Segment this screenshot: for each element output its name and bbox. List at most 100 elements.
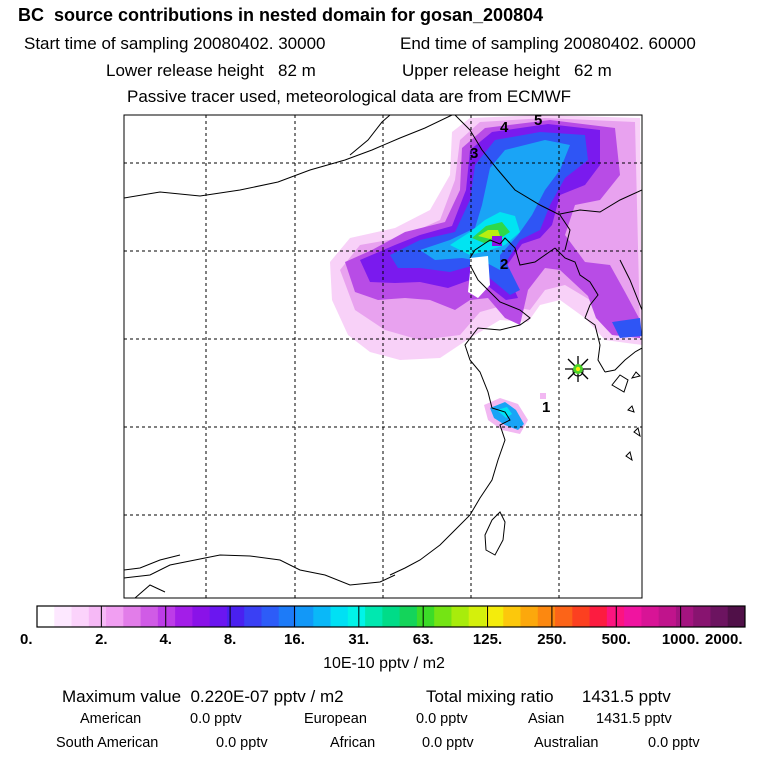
colorbar-swatch bbox=[365, 606, 383, 627]
colorbar-swatch bbox=[209, 606, 228, 627]
plume-peak-square bbox=[492, 236, 502, 246]
colorbar-frame bbox=[36, 605, 746, 628]
colorbar-swatch bbox=[693, 606, 711, 627]
colorbar-tick-label: 2. bbox=[95, 631, 108, 648]
colorbar-tick-label: 500. bbox=[601, 631, 631, 648]
region-label-2: 2 bbox=[500, 256, 508, 273]
plume-small-dot bbox=[540, 393, 546, 399]
colorbar-tick-label: 4. bbox=[159, 631, 172, 648]
colorbar-swatch bbox=[399, 606, 418, 627]
colorbar-swatch bbox=[675, 606, 694, 627]
colorbar-swatch bbox=[140, 606, 159, 627]
colorbar-swatch bbox=[330, 606, 349, 627]
colorbar-unit: 10E-10 pptv / m2 bbox=[323, 655, 445, 672]
colorbar-swatch bbox=[572, 606, 591, 627]
colorbar-swatch bbox=[261, 606, 280, 627]
source-south-american-value: 0.0 pptv bbox=[216, 735, 268, 751]
colorbar-swatch bbox=[226, 606, 245, 627]
colorbar-swatch bbox=[347, 606, 366, 627]
region-label-5: 5 bbox=[534, 112, 542, 129]
source-american-value: 0.0 pptv bbox=[190, 711, 242, 727]
plume-layer bbox=[330, 115, 642, 434]
region-label-1: 1 bbox=[542, 399, 550, 416]
max-value: Maximum value 0.220E-07 pptv / m2 bbox=[62, 687, 344, 706]
colorbar-swatch bbox=[416, 606, 435, 627]
source-asian-value: 1431.5 pptv bbox=[596, 711, 672, 727]
colorbar-swatch bbox=[192, 606, 211, 627]
colorbar-swatch bbox=[37, 606, 55, 627]
colorbar-tick-label: 1000. bbox=[661, 631, 700, 648]
colorbar-ticks bbox=[100, 606, 682, 627]
colorbar-swatch bbox=[123, 606, 142, 627]
korea-border bbox=[559, 189, 642, 215]
colorbar-tick-label: 125. bbox=[472, 631, 503, 648]
source-australian-value: 0.0 pptv bbox=[648, 735, 700, 751]
plume-lightblue bbox=[420, 140, 570, 270]
colorbar-swatch bbox=[451, 606, 470, 627]
colorbar-tick-label: 2000. bbox=[705, 631, 743, 648]
sampling-end-time: End time of sampling 20080402. 60000 bbox=[400, 34, 696, 53]
japan-islands bbox=[625, 371, 641, 462]
colorbar-tick-label: 8. bbox=[223, 631, 237, 648]
colorbar bbox=[37, 606, 746, 627]
source-american-label: American bbox=[80, 711, 142, 727]
colorbar-swatch bbox=[537, 606, 556, 627]
colorbar-swatch bbox=[624, 606, 642, 627]
inland-border-1 bbox=[124, 554, 181, 571]
colorbar-swatch bbox=[175, 606, 193, 627]
source-asian-label: Asian bbox=[528, 711, 565, 727]
source-european-label: European bbox=[304, 711, 367, 727]
plume-gap bbox=[468, 256, 490, 298]
korea-west-coast bbox=[554, 247, 606, 373]
total-mixing-ratio: Total mixing ratio 1431.5 pptv bbox=[426, 687, 671, 706]
colorbar-swatch bbox=[555, 606, 573, 627]
colorbar-swatch bbox=[106, 606, 124, 627]
plume-shanghai-core bbox=[497, 407, 512, 418]
map-frame bbox=[123, 114, 643, 599]
colorbar-swatch bbox=[468, 606, 487, 627]
source-african-value: 0.0 pptv bbox=[422, 735, 474, 751]
grid-lines bbox=[124, 115, 642, 598]
colorbar-tick-label: 16. bbox=[284, 631, 305, 648]
colorbar-swatch bbox=[71, 606, 90, 627]
colorbar-swatch bbox=[54, 606, 73, 627]
border-north bbox=[124, 115, 453, 199]
korea-east-coast bbox=[619, 259, 642, 311]
source-south-american-label: South American bbox=[56, 735, 159, 751]
colorbar-swatch bbox=[88, 606, 107, 627]
shandong-coast bbox=[389, 264, 531, 576]
colorbar-swatch bbox=[727, 606, 746, 627]
coastlines bbox=[124, 115, 642, 598]
bohai-coast bbox=[454, 115, 571, 251]
upper-release-height: Upper release height 62 m bbox=[402, 61, 612, 80]
colorbar-swatch bbox=[382, 606, 401, 627]
colorbar-swatch bbox=[296, 606, 314, 627]
colorbar-tick-label: 63. bbox=[412, 631, 434, 648]
region-labels: 1 2 3 4 5 bbox=[470, 112, 550, 416]
colorbar-swatch bbox=[485, 606, 504, 627]
colorbar-swatch bbox=[157, 606, 176, 627]
colorbar-tick-label: 0. bbox=[20, 631, 33, 648]
colorbar-swatch bbox=[606, 606, 625, 627]
taiwan bbox=[484, 511, 506, 556]
colorbar-swatch bbox=[313, 606, 332, 627]
map-title: BC source contributions in nested domain… bbox=[18, 5, 544, 25]
colorbar-swatch bbox=[244, 606, 262, 627]
colorbar-swatch bbox=[520, 606, 539, 627]
border-mongolia bbox=[349, 115, 391, 156]
bay-coast bbox=[469, 237, 556, 266]
colorbar-swatch bbox=[434, 606, 452, 627]
receptor-star-icon bbox=[565, 356, 591, 382]
hainan-coast bbox=[124, 554, 396, 586]
source-european-value: 0.0 pptv bbox=[416, 711, 468, 727]
source-australian-label: Australian bbox=[534, 735, 599, 751]
korea-south-coast bbox=[604, 347, 642, 373]
colorbar-swatch bbox=[503, 606, 522, 627]
colorbar-tick-label: 250. bbox=[537, 631, 567, 648]
region-label-3: 3 bbox=[470, 145, 478, 162]
region-label-4: 4 bbox=[500, 119, 509, 136]
inland-border-2 bbox=[134, 584, 166, 598]
colorbar-swatch bbox=[278, 606, 297, 627]
colorbar-swatch bbox=[710, 606, 729, 627]
